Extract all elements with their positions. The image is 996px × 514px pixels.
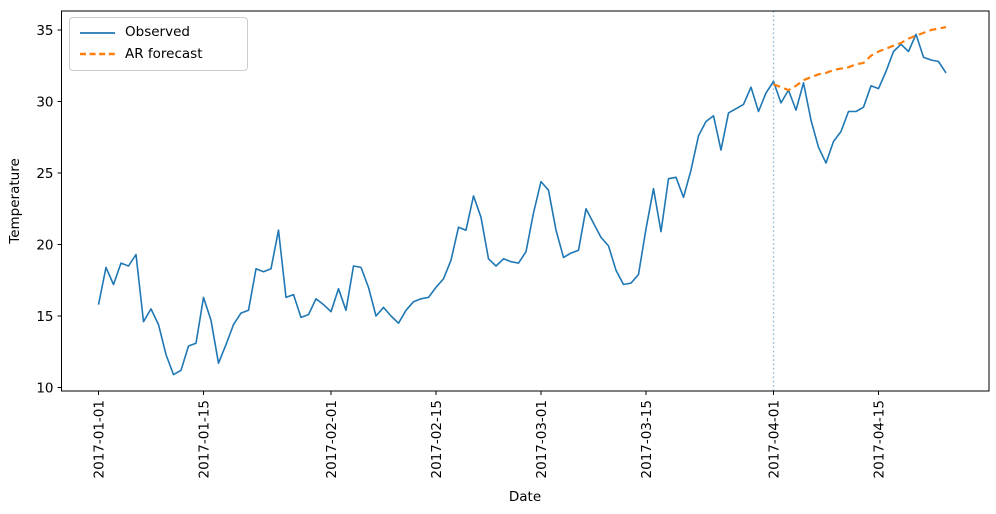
plot-border: [61, 10, 990, 392]
forecast-line-swatch: [80, 53, 115, 56]
legend-label-forecast: AR forecast: [125, 45, 203, 62]
y-tick-label: 35: [36, 23, 53, 39]
y-axis-label: Temperature: [7, 158, 23, 244]
x-tick-label: 2017-02-15: [429, 400, 445, 478]
x-tick-label: 2017-03-01: [534, 400, 550, 478]
legend-label-observed: Observed: [125, 24, 190, 40]
legend-item-forecast: AR forecast: [79, 45, 237, 62]
legend: Observed AR forecast: [69, 17, 248, 71]
x-tick-label: 2017-01-15: [196, 400, 212, 478]
x-tick-label: 2017-03-15: [639, 400, 655, 478]
y-tick-label: 20: [36, 237, 53, 253]
x-tick-label: 2017-01-01: [91, 400, 107, 478]
y-tick-label: 15: [36, 309, 53, 325]
x-tick-label: 2017-04-15: [871, 400, 887, 478]
observed-line: [97, 33, 947, 376]
forecast-line: [773, 26, 947, 92]
y-tick-label: 25: [36, 166, 53, 182]
y-tick-label: 10: [36, 380, 53, 396]
x-axis-label: Date: [508, 489, 542, 505]
y-tick-label: 30: [36, 94, 53, 110]
x-tick-label: 2017-02-01: [324, 400, 340, 478]
x-tick-label: 2017-04-01: [766, 400, 782, 478]
legend-item-observed: Observed: [79, 24, 237, 40]
observed-line-swatch: [80, 31, 115, 34]
